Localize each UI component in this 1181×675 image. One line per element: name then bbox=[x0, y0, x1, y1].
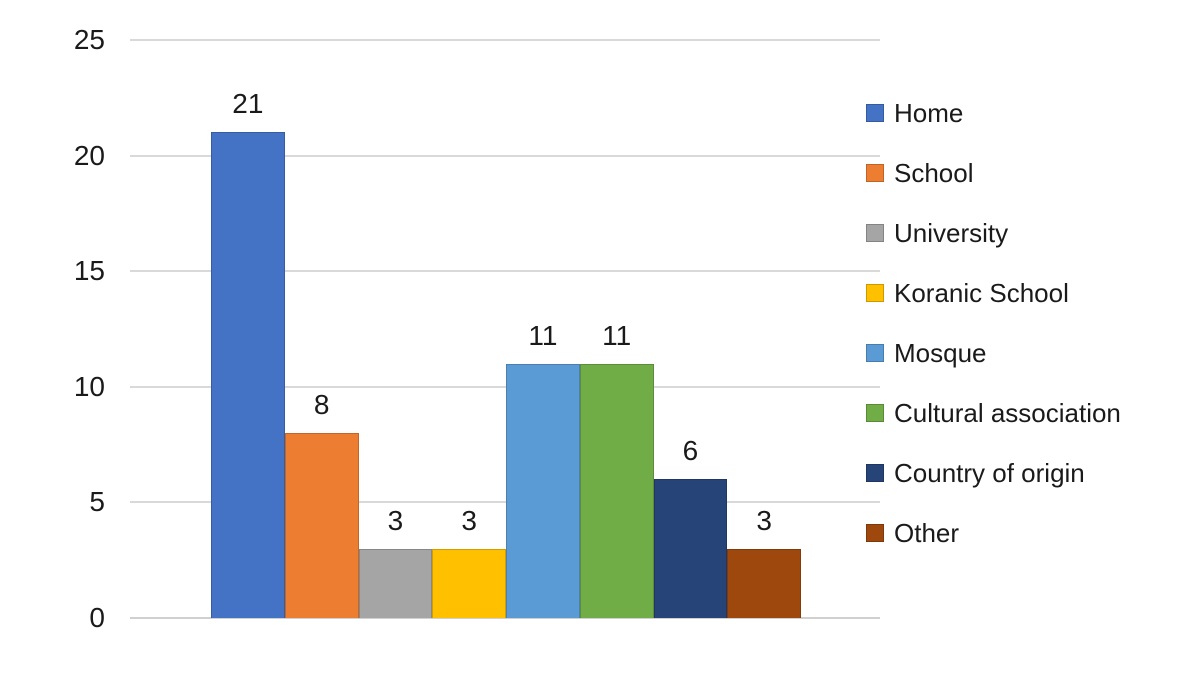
legend-item-country-of-origin: Country of origin bbox=[866, 460, 1121, 486]
legend-item-university: University bbox=[866, 220, 1121, 246]
legend-item-cultural-association: Cultural association bbox=[866, 400, 1121, 426]
bar-value-label: 3 bbox=[461, 504, 477, 536]
bar-home bbox=[211, 132, 285, 618]
bar-value-label: 11 bbox=[602, 319, 632, 351]
legend-swatch-icon bbox=[866, 164, 884, 182]
bar-value-label: 21 bbox=[232, 88, 264, 120]
legend-item-other: Other bbox=[866, 520, 1121, 546]
legend-swatch-icon bbox=[866, 224, 884, 242]
legend-label: Mosque bbox=[894, 338, 987, 368]
legend-swatch-icon bbox=[866, 344, 884, 362]
bar-value-label: 6 bbox=[682, 435, 699, 467]
y-axis-tick-label: 25 bbox=[73, 24, 105, 55]
gridline bbox=[130, 385, 880, 388]
legend-label: Other bbox=[894, 518, 960, 548]
y-axis-tick-label: 5 bbox=[89, 486, 105, 518]
bar-country-of-origin bbox=[653, 479, 728, 618]
legend-swatch-icon bbox=[866, 104, 884, 122]
gridline bbox=[130, 501, 880, 504]
bar-value-label: 3 bbox=[387, 504, 404, 536]
bar-value-label: 11 bbox=[528, 319, 558, 351]
bar-school bbox=[284, 433, 359, 618]
legend-label: Home bbox=[894, 98, 964, 128]
bar-koranic-school bbox=[432, 548, 506, 618]
legend-item-mosque: Mosque bbox=[866, 340, 1121, 366]
bar-value-label: 8 bbox=[313, 389, 330, 421]
legend-swatch-icon bbox=[866, 524, 884, 542]
plot-area: 21 8 3 3 11 11 6 3 bbox=[130, 39, 880, 619]
y-axis-tick-label: 20 bbox=[73, 139, 105, 171]
gridline bbox=[130, 154, 880, 157]
legend-swatch-icon bbox=[866, 404, 884, 422]
y-axis-tick-label: 10 bbox=[73, 370, 105, 402]
legend-item-school: School bbox=[866, 160, 1121, 186]
y-axis-tick-label: 0 bbox=[89, 602, 105, 633]
legend-swatch-icon bbox=[866, 284, 884, 302]
bar-value-label: 3 bbox=[756, 504, 772, 536]
legend-label: Koranic School bbox=[894, 278, 1069, 308]
gridline bbox=[130, 270, 880, 273]
legend-label: Cultural association bbox=[894, 398, 1121, 428]
y-axis-tick-label: 15 bbox=[73, 255, 105, 287]
bar-cultural-association bbox=[579, 363, 654, 618]
bar-other bbox=[727, 548, 801, 618]
legend-label: Country of origin bbox=[894, 458, 1085, 488]
legend: Home School University Koranic School Mosque… bbox=[866, 100, 1121, 546]
bar-mosque bbox=[506, 363, 580, 618]
legend-swatch-icon bbox=[866, 464, 884, 482]
gridline bbox=[130, 39, 880, 41]
legend-item-koranic-school: Koranic School bbox=[866, 280, 1121, 306]
gridline bbox=[130, 617, 880, 619]
bar-university bbox=[358, 548, 433, 618]
legend-item-home: Home bbox=[866, 100, 1121, 126]
legend-label: School bbox=[894, 158, 974, 188]
legend-label: University bbox=[894, 218, 1009, 248]
